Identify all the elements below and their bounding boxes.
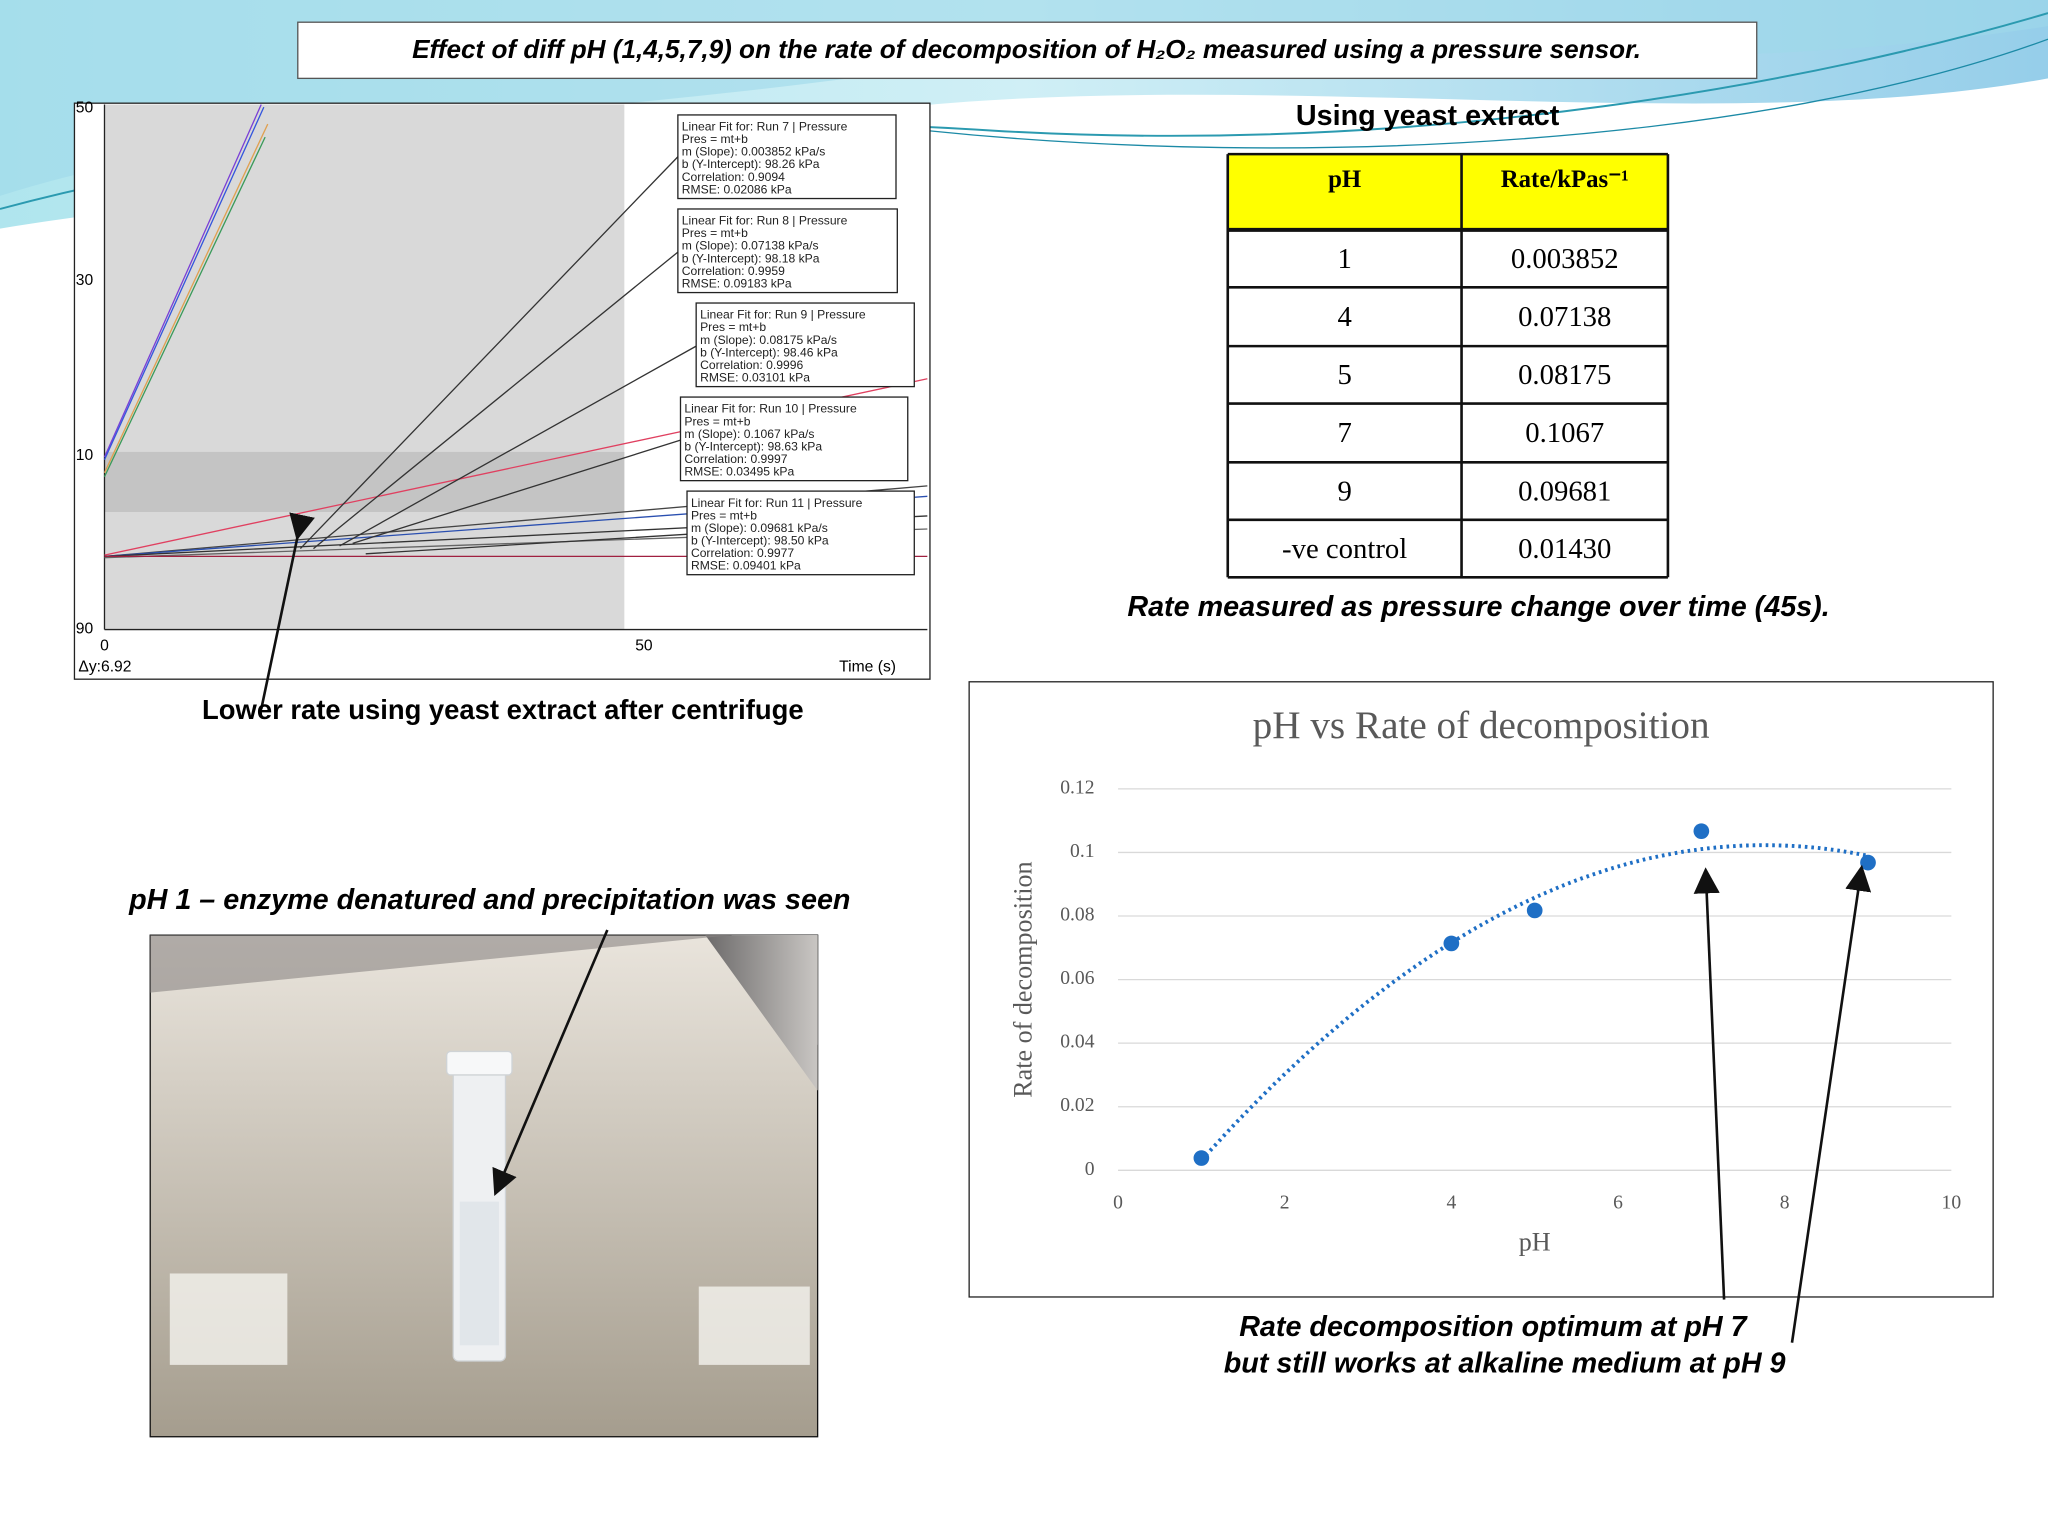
y-tick-label: 0 xyxy=(1085,1159,1095,1180)
fit-text: Linear Fit for: Run 11 | Pressure xyxy=(691,496,863,510)
table-cell: 0.08175 xyxy=(1518,359,1611,391)
table-title: Using yeast extract xyxy=(1296,100,1560,132)
fit-text: RMSE: 0.02086 kPa xyxy=(682,182,792,196)
fit-text: Pres = mt+b xyxy=(682,226,748,240)
fit-text: m (Slope): 0.07138 kPa/s xyxy=(682,239,819,253)
fit-text: Correlation: 0.9094 xyxy=(682,170,785,184)
annotation: Rate decomposition optimum at pH 7 xyxy=(1239,1311,1748,1343)
logger-graph: 50 30 10 90 0 50 Δy:6.92 Time (s) Linear Fit for… xyxy=(73,100,931,710)
fit-text: b (Y-Intercept): 98.18 kPa xyxy=(682,251,820,265)
y-tick-label: 0.04 xyxy=(1060,1032,1094,1053)
table-header-bg xyxy=(1227,154,1668,230)
fit-text: Linear Fit for: Run 9 | Pressure xyxy=(700,308,866,322)
fit-box xyxy=(695,302,915,388)
x-tick-label: 10 xyxy=(1942,1193,1962,1214)
fit-text: Correlation: 0.9996 xyxy=(700,358,803,372)
title: Effect of diff pH (1,4,5,7,9) on the rat… xyxy=(412,34,1641,64)
logger-caption: Lower rate using yeast extract after cen… xyxy=(202,694,804,725)
table-header: Rate/kPas⁻¹ xyxy=(1501,166,1629,193)
fit-text: Linear Fit for: Run 7 | Pressure xyxy=(682,120,848,134)
point xyxy=(1193,1150,1210,1166)
y-tick-label: 0.02 xyxy=(1060,1095,1094,1116)
y-tick-label: 0.06 xyxy=(1060,968,1094,989)
fit-text: b (Y-Intercept): 98.26 kPa xyxy=(682,157,820,171)
point xyxy=(1443,935,1460,952)
y-tick-label: 0.12 xyxy=(1060,777,1094,798)
table-cell: 0.09681 xyxy=(1518,475,1611,507)
fit-text: Pres = mt+b xyxy=(682,132,748,146)
fit-text: RMSE: 0.09183 kPa xyxy=(682,276,792,290)
fit-box xyxy=(679,396,909,482)
y-axis-label: Rate of decomposition xyxy=(1008,861,1037,1097)
trendline xyxy=(1199,843,1869,1162)
fit-text: m (Slope): 0.09681 kPa/s xyxy=(691,521,828,535)
annotation: but still works at alkaline medium at pH… xyxy=(1224,1347,1786,1379)
fit-text: RMSE: 0.03101 kPa xyxy=(700,370,810,384)
table-cell: 9 xyxy=(1337,475,1351,507)
fit-text: Correlation: 0.9959 xyxy=(682,264,785,278)
chart-frame xyxy=(968,681,1994,1298)
table-cell: 1 xyxy=(1337,243,1351,275)
logger-y-tick: 50 xyxy=(76,100,94,117)
table-cell: 5 xyxy=(1337,359,1351,391)
fit-text: Linear Fit for: Run 8 | Pressure xyxy=(682,214,848,228)
table-caption: Rate measured as pressure change over ti… xyxy=(1127,591,1829,623)
logger-delta: Δy:6.92 xyxy=(78,659,131,676)
table-cell: -ve control xyxy=(1282,533,1407,565)
fit-text: Correlation: 0.9997 xyxy=(684,452,787,466)
fit-text: b (Y-Intercept): 98.50 kPa xyxy=(691,533,829,547)
x-axis-label: pH xyxy=(1519,1228,1551,1257)
title-box xyxy=(297,21,1758,80)
y-tick-label: 0.1 xyxy=(1070,841,1094,862)
x-tick-label: 0 xyxy=(1113,1193,1123,1214)
point xyxy=(1526,902,1543,919)
logger-x-tick: 0 xyxy=(100,638,109,655)
logger-y-tick: 90 xyxy=(76,621,94,638)
fit-text: m (Slope): 0.08175 kPa/s xyxy=(700,333,837,347)
fit-box xyxy=(677,208,898,294)
table-cell: 7 xyxy=(1337,417,1351,449)
point xyxy=(1693,823,1710,840)
fit-text: Pres = mt+b xyxy=(700,320,766,334)
table-cell: 0.003852 xyxy=(1511,243,1619,275)
fit-text: Pres = mt+b xyxy=(684,414,750,428)
table: pH Rate/kPas⁻¹ 1 0.003852 4 0.07138 5 0.08175 7 0… xyxy=(1226,152,1670,579)
table-cell: 4 xyxy=(1337,301,1351,333)
logger-x-tick: 50 xyxy=(635,638,653,655)
x-tick-label: 2 xyxy=(1280,1193,1290,1214)
x-tick-label: 4 xyxy=(1446,1193,1456,1214)
fit-text: Linear Fit for: Run 10 | Pressure xyxy=(684,402,857,416)
y-tick-label: 0.08 xyxy=(1060,905,1094,926)
fit-box xyxy=(686,490,915,576)
fit-text: b (Y-Intercept): 98.46 kPa xyxy=(700,345,838,359)
fit-text: b (Y-Intercept): 98.63 kPa xyxy=(684,439,822,453)
x-tick-label: 6 xyxy=(1613,1193,1623,1214)
table-cell: 0.01430 xyxy=(1518,533,1611,565)
fit-text: m (Slope): 0.003852 kPa/s xyxy=(682,145,826,159)
fit-text: RMSE: 0.09401 kPa xyxy=(691,558,801,572)
logger-x-label: Time (s) xyxy=(839,659,896,676)
point xyxy=(1860,854,1876,871)
logger-y-tick: 10 xyxy=(76,447,94,464)
x-tick-label: 8 xyxy=(1780,1193,1790,1214)
table-header: pH xyxy=(1328,166,1361,193)
logger-y-tick: 30 xyxy=(76,272,94,289)
table-cell: 0.07138 xyxy=(1518,301,1611,333)
fit-text: Correlation: 0.9977 xyxy=(691,546,794,560)
table-cell: 0.1067 xyxy=(1525,417,1604,449)
fit-text: m (Slope): 0.1067 kPa/s xyxy=(684,427,814,441)
fit-box xyxy=(677,114,897,200)
photo xyxy=(149,934,819,1438)
chart: 0 0.02 0.04 0.06 0.08 0.1 0.12 0 2 4 6 8 10 xyxy=(1060,777,1961,1213)
photo-caption: pH 1 – enzyme denatured and precipitatio… xyxy=(128,884,850,916)
fit-text: Pres = mt+b xyxy=(691,508,757,522)
chart-title: pH vs Rate of decomposition xyxy=(1253,704,1710,747)
fit-text: RMSE: 0.03495 kPa xyxy=(684,464,794,478)
